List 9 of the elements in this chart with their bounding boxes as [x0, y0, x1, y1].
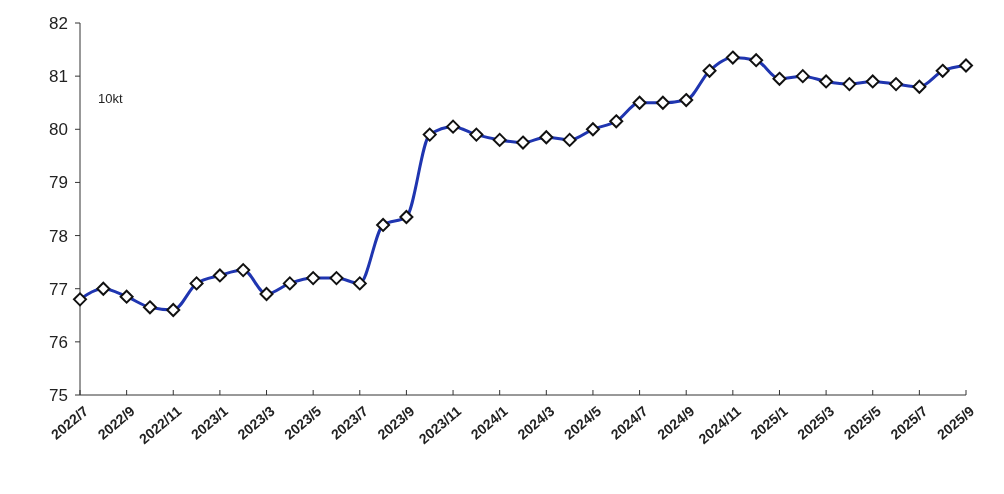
y-tick-label: 79: [49, 173, 68, 193]
y-tick-label: 81: [49, 67, 68, 87]
y-tick-label: 75: [49, 385, 68, 405]
y-tick-label: 78: [49, 226, 68, 246]
y-tick-label: 76: [49, 332, 68, 352]
y-tick-label: 82: [49, 13, 68, 33]
y-tick-label: 80: [49, 120, 68, 140]
y-axis-title: 10kt: [98, 91, 123, 106]
y-tick-label: 77: [49, 279, 68, 299]
